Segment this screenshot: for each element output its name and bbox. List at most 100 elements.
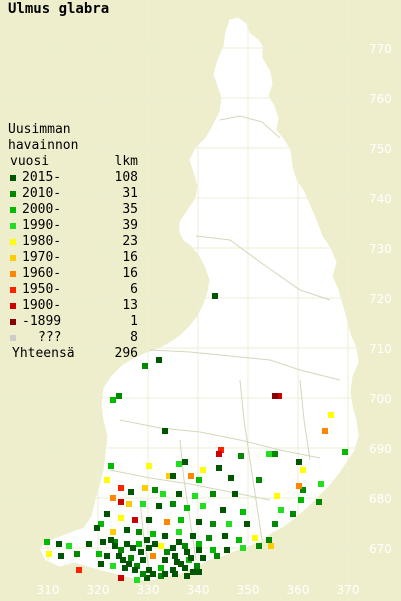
observation-square — [152, 487, 158, 493]
observation-square — [196, 477, 202, 483]
legend-entry-count: 31 — [122, 186, 138, 201]
observation-square — [176, 539, 182, 545]
observation-square — [158, 543, 164, 549]
observation-square — [222, 533, 228, 539]
legend-heading-1: Uusimman — [8, 122, 71, 137]
legend-swatch — [10, 175, 16, 181]
observation-square — [318, 481, 324, 487]
legend-total-label: Yhteensä — [12, 346, 75, 361]
legend-entry: 1950- 6 — [8, 282, 148, 298]
legend-entry-count: 16 — [122, 250, 138, 265]
y-tick-label: 760 — [369, 92, 392, 106]
observation-square — [206, 535, 212, 541]
observation-square — [150, 553, 156, 559]
legend-swatch — [10, 271, 16, 277]
observation-square — [256, 477, 262, 483]
legend-entry-count: 35 — [122, 202, 138, 217]
observation-square — [290, 511, 296, 517]
observation-square — [192, 493, 198, 499]
observation-square — [108, 463, 114, 469]
observation-square — [176, 491, 182, 497]
observation-square — [140, 557, 146, 563]
y-tick-label: 740 — [369, 192, 392, 206]
legend-swatch — [10, 207, 16, 213]
observation-square — [128, 555, 134, 561]
observation-square — [58, 553, 64, 559]
observation-square — [116, 553, 122, 559]
observation-square — [124, 541, 130, 547]
observation-square — [136, 541, 142, 547]
legend-entry: 1980- 23 — [8, 234, 148, 250]
observation-square — [300, 487, 306, 493]
legend-swatch — [10, 255, 16, 261]
observation-square — [184, 573, 190, 579]
observation-square — [216, 451, 222, 457]
legend-heading-3: vuosi — [10, 154, 50, 169]
observation-square — [182, 459, 188, 465]
observation-square — [122, 565, 128, 571]
legend-entry-count: 108 — [114, 170, 138, 185]
legend-entry: 1900- 13 — [8, 298, 148, 314]
observation-square — [188, 473, 194, 479]
observation-square — [136, 529, 142, 535]
y-tick-label: 700 — [369, 392, 392, 406]
y-tick-label: 690 — [369, 442, 392, 456]
observation-square — [98, 521, 104, 527]
observation-square — [210, 521, 216, 527]
observation-square — [218, 447, 224, 453]
observation-markers — [44, 293, 348, 583]
observation-square — [178, 517, 184, 523]
observation-square — [158, 573, 164, 579]
observation-square — [134, 563, 140, 569]
x-tick-label: 320 — [86, 583, 110, 597]
observation-square — [76, 567, 82, 573]
legend-entry-label: 1990- — [22, 218, 62, 233]
legend-entry: -1899 1 — [8, 314, 148, 330]
observation-square — [162, 557, 168, 563]
observation-square — [170, 567, 176, 573]
y-tick-label: 770 — [369, 42, 392, 56]
observation-square — [328, 412, 334, 418]
legend-entry-label: 1900- — [22, 298, 62, 313]
observation-square — [298, 497, 304, 503]
observation-square — [210, 547, 216, 553]
observation-square — [194, 563, 200, 569]
legend-entry-label: 1980- — [22, 234, 62, 249]
legend-entry: 1960- 16 — [8, 266, 148, 282]
observation-square — [74, 551, 80, 557]
observation-square — [110, 495, 116, 501]
observation-square — [178, 561, 184, 567]
observation-square — [184, 505, 190, 511]
y-tick-label: 710 — [369, 342, 392, 356]
legend-swatch — [10, 319, 16, 325]
observation-square — [112, 543, 118, 549]
observation-square — [190, 569, 196, 575]
legend-heading-2: havainnon — [8, 138, 79, 153]
observation-square — [272, 393, 278, 399]
observation-square — [244, 521, 250, 527]
observation-square — [188, 555, 194, 561]
legend-entry-label: 1970- — [22, 250, 62, 265]
observation-square — [296, 459, 302, 465]
x-tick-label: 360 — [286, 583, 310, 597]
observation-square — [126, 561, 132, 567]
observation-square — [200, 503, 206, 509]
observation-square — [322, 428, 328, 434]
observation-square — [110, 529, 116, 535]
legend-entry-label: 2000- — [22, 202, 62, 217]
observation-square — [134, 577, 140, 583]
legend-entry-label: 1960- — [22, 266, 62, 281]
observation-square — [118, 515, 124, 521]
legend-entry: ??? 8 — [8, 330, 148, 346]
observation-square — [196, 519, 202, 525]
observation-square — [128, 489, 134, 495]
observation-square — [94, 525, 100, 531]
observation-square — [142, 363, 148, 369]
observation-square — [66, 543, 72, 549]
legend-swatch — [10, 191, 16, 197]
observation-square — [232, 491, 238, 497]
observation-square — [266, 537, 272, 543]
observation-square — [172, 571, 178, 577]
observation-square — [164, 519, 170, 525]
observation-square — [118, 575, 124, 581]
